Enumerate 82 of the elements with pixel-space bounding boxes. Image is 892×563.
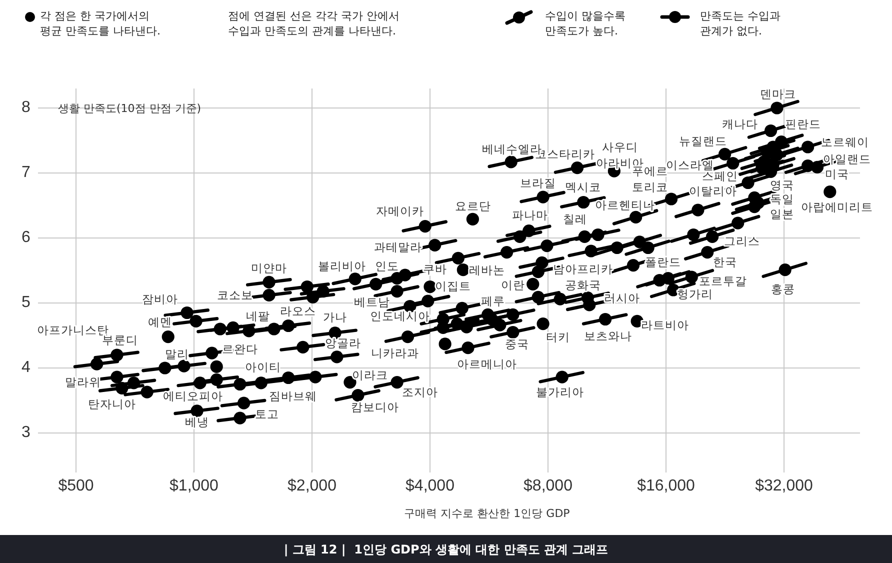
- annotation: 잠비아: [142, 292, 178, 306]
- annotation: 네팔: [246, 309, 270, 324]
- annotation: 폴란드: [645, 255, 681, 270]
- annotation: 아이티: [245, 360, 281, 374]
- annotation: 미국: [825, 167, 849, 182]
- annotation: 레바논: [469, 263, 505, 278]
- annotation: 니카라과: [371, 346, 419, 360]
- y-tick-label: 3: [22, 424, 31, 442]
- annotation: 한국: [713, 255, 737, 270]
- annotation: 자메이카: [376, 204, 424, 218]
- annotation: 이라크: [352, 368, 388, 382]
- annotation: 코소보: [217, 288, 253, 302]
- x-tick-label: $1,000: [170, 478, 219, 494]
- annotation: 불가리아: [536, 385, 584, 400]
- annotation: 요르단: [455, 199, 491, 214]
- x-tick-label: $500: [58, 478, 94, 494]
- annotation: 에티오피아: [163, 389, 223, 404]
- annotation: 라트비아: [641, 318, 689, 332]
- x-tick-label: $16,000: [637, 478, 696, 494]
- y-tick-label: 4: [22, 359, 31, 376]
- annotation: 예멘: [148, 315, 172, 330]
- annotation: 미얀마: [251, 261, 287, 276]
- annotation: 칠레: [563, 212, 587, 226]
- annotation: 과테말라: [374, 240, 422, 254]
- annotation: 페루: [481, 294, 505, 308]
- annotation: 인도: [375, 259, 399, 274]
- annotation: 라오스: [280, 304, 316, 318]
- annotation: 캐나다: [722, 117, 758, 132]
- text: | 그림 12 | 1인당 GDP와 생활에 대한 만족도 관계 그래프: [284, 542, 608, 556]
- text: 수입이 많을수록 만족도가 높다.: [545, 10, 626, 38]
- annotation: 이집트: [435, 279, 471, 294]
- annotation: 탄자니아: [88, 397, 136, 412]
- annotation: 아일랜드: [823, 152, 871, 166]
- annotation: 터키: [546, 330, 570, 344]
- annotation: 러시아: [604, 291, 640, 306]
- annotation: 브라질: [520, 176, 556, 190]
- annotation: 덴마크: [760, 87, 796, 102]
- annotation: 그리스: [724, 234, 760, 248]
- annotation: 가나: [323, 310, 347, 324]
- annotation: 볼리비아: [318, 259, 366, 274]
- y-tick-label: 6: [22, 229, 31, 246]
- annotation: 헝가리: [677, 287, 713, 302]
- annotation: 아르메니아: [457, 357, 517, 372]
- x-axis-title: 구매력 지수로 환산한 1인당 GDP: [404, 507, 570, 520]
- annotation: 멕시코: [565, 180, 601, 194]
- annotation: 캄보디아: [351, 400, 399, 414]
- annotation: 말라위: [65, 375, 101, 390]
- y-tick-label: 5: [22, 294, 31, 312]
- annotation: 앙골라: [325, 336, 361, 350]
- annotation: 파나마: [512, 208, 548, 222]
- x-tick-label: $8,000: [524, 478, 573, 494]
- annotation: 일본: [770, 207, 794, 222]
- annotation: 인도네시아: [370, 309, 430, 324]
- annotation: 조지아: [402, 385, 438, 400]
- text: 각 점은 한 국가에서의 평균 만족도를 나타낸다.: [40, 10, 160, 38]
- annotation: 베트남: [354, 295, 390, 310]
- annotation: 포르투갈: [699, 274, 747, 288]
- annotation: 아랍에미리트: [801, 200, 873, 214]
- text: 만족도는 수입과 관계가 없다.: [700, 10, 780, 38]
- annotation: 노르웨이: [821, 135, 869, 150]
- annotation: 아르헨티나: [595, 198, 655, 212]
- text: 점에 연결된 선은 각각 국가 안에서 수입과 만족도의 관계를 나타낸다.: [228, 10, 400, 38]
- annotation: 영국: [770, 178, 794, 192]
- annotation: 베냉: [185, 415, 209, 430]
- y-tick-label: 8: [22, 99, 31, 116]
- annotation: 중국: [505, 337, 529, 352]
- annotation: 쿠바: [423, 262, 447, 276]
- x-tick-label: $4,000: [406, 478, 455, 494]
- annotation: 홍콩: [771, 282, 795, 296]
- x-tick-label: $32,000: [755, 478, 814, 494]
- annotation: 짐바브웨: [269, 389, 317, 404]
- annotation: 핀란드: [785, 117, 821, 132]
- annotation: 보츠와나: [584, 329, 632, 344]
- annotation: 르완다: [222, 342, 258, 356]
- y-axis-title: 생활 만족도(10점 만점 기준): [58, 102, 202, 115]
- annotation: 뉴질랜드: [679, 134, 727, 148]
- x-tick-label: $2,000: [288, 478, 337, 494]
- annotation: 이스라엘: [666, 158, 714, 172]
- annotation: 토고: [255, 407, 279, 422]
- y-tick-label: 7: [22, 164, 31, 182]
- annotation: 말리: [165, 347, 189, 362]
- annotation: 이란: [501, 278, 525, 292]
